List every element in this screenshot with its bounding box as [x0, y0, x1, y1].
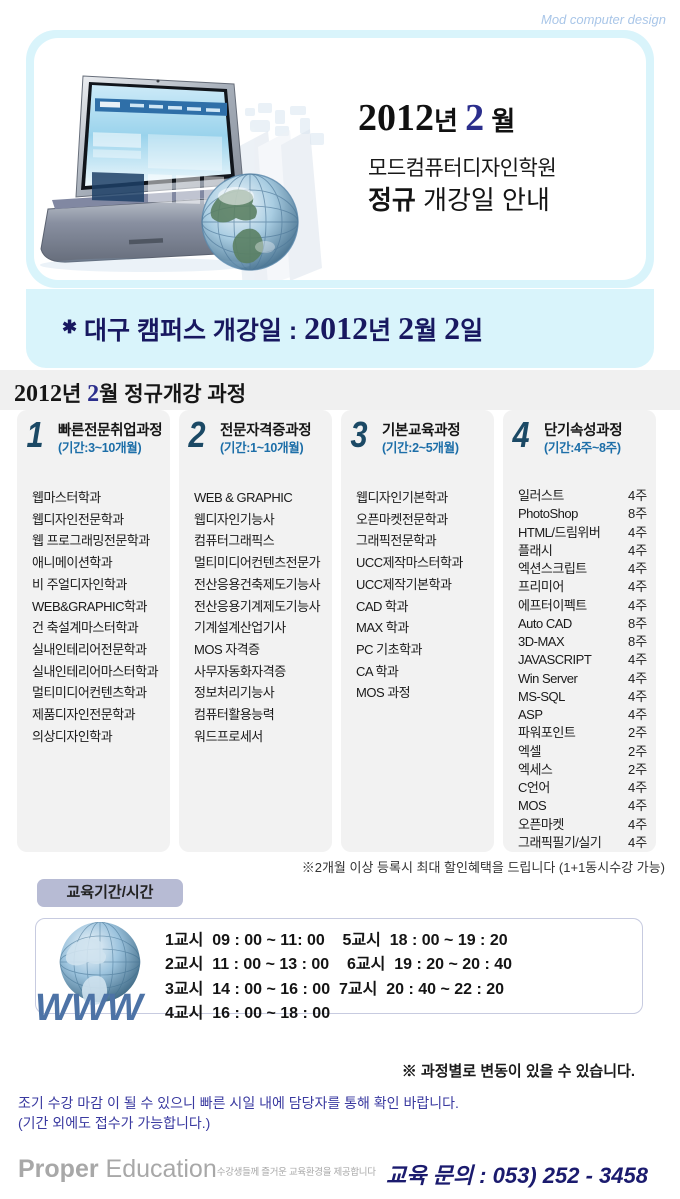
svg-text:WWW: WWW	[35, 987, 146, 1022]
